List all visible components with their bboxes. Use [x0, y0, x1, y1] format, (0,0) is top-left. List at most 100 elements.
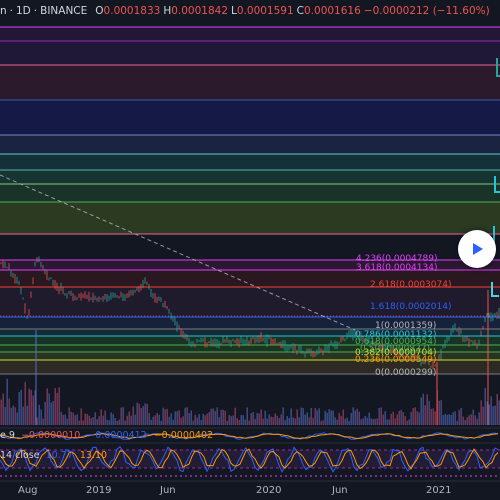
time-axis-label: 2019 [86, 485, 112, 496]
volume-bar [278, 418, 280, 425]
volume-bar [134, 414, 136, 425]
volume-bar [398, 410, 400, 425]
volume-bar [60, 411, 62, 425]
volume-bar [166, 408, 168, 425]
stoch-legend[interactable]: 14 close 10.77 13.10 [0, 450, 107, 461]
volume-bar [362, 418, 364, 425]
volume-bar [468, 415, 470, 425]
volume-bar [498, 400, 500, 425]
symbol-legend[interactable]: n · 1D · BINANCE O 0.0001833 H 0.0001842… [0, 0, 500, 22]
volume-bar [150, 419, 152, 425]
volume-bar [252, 412, 254, 425]
volume-bar [322, 420, 324, 425]
fib-level-label: 0.5(0.0000827) [360, 344, 431, 354]
time-axis-label: Jun [332, 485, 348, 496]
volume-bar [4, 406, 6, 425]
volume-bar [336, 419, 338, 425]
volume-bar [396, 414, 398, 425]
stoch-k-value: 10.77 [45, 450, 73, 461]
volume-bar [64, 414, 66, 425]
volume-bar [448, 414, 450, 425]
volume-bar [416, 411, 418, 425]
volume-bar [220, 409, 222, 425]
volume-bar [308, 417, 310, 425]
volume-bar [162, 407, 164, 425]
volume-bar [438, 400, 440, 425]
fib-zone [0, 260, 500, 270]
volume-bar [104, 410, 106, 425]
change-value: −0.0000212 (−11.60%) [363, 5, 490, 17]
volume-bar [440, 400, 442, 425]
macd-signal-line [0, 433, 499, 440]
volume-bar [472, 409, 474, 425]
volume-bar [292, 417, 294, 425]
volume-bar [470, 414, 472, 425]
volume-bar [200, 420, 202, 425]
volume-bar [356, 408, 358, 425]
volume-bar [414, 407, 416, 425]
trend-line [0, 174, 356, 331]
volume-bar [216, 407, 218, 425]
volume-bar [302, 408, 304, 425]
volume-bar [188, 413, 190, 425]
volume-bar [312, 417, 314, 425]
symbol-name[interactable]: n [0, 5, 7, 17]
fib-level-label: 0.786(0.0001132) [355, 330, 437, 340]
volume-bar [156, 412, 158, 425]
fib-zone [0, 270, 500, 287]
volume-bar [464, 420, 466, 425]
volume-bar [446, 414, 448, 425]
volume-bar [18, 392, 20, 425]
volume-bar [330, 410, 332, 425]
volume-bar [342, 409, 344, 425]
volume-bar [454, 411, 456, 425]
volume-bar [48, 393, 50, 425]
volume-bar [376, 418, 378, 425]
volume-bar [228, 414, 230, 425]
volume-bar [248, 420, 250, 425]
volume-bar [234, 407, 236, 425]
fib-extension-zones [0, 26, 500, 235]
volume-bar [316, 410, 318, 425]
volume-bar [78, 420, 80, 425]
fib-level-label: 0(0.0000299) [375, 368, 437, 378]
volume-bar [268, 414, 270, 425]
volume-bar [250, 413, 252, 425]
volume-bar [144, 403, 146, 425]
volume-bar [206, 413, 208, 425]
volume-bar [114, 417, 116, 425]
volume-bar [168, 416, 170, 425]
volume-bar [488, 404, 490, 425]
volume-bar [428, 400, 430, 425]
volume-bars [0, 378, 500, 425]
volume-bar [332, 410, 334, 425]
volume-bar [186, 407, 188, 425]
fib-zone [0, 202, 500, 234]
volume-bar [70, 411, 72, 425]
volume-bar [32, 395, 34, 425]
volume-bar [300, 407, 302, 425]
volume-bar [450, 414, 452, 425]
volume-bar [8, 398, 10, 425]
time-axis[interactable]: Aug 2019 Jun 2020 Jun 2021 [0, 482, 500, 500]
volume-bar [412, 408, 414, 425]
volume-bar [16, 412, 18, 425]
volume-bar [120, 407, 122, 425]
fib-level-label: 0.618(0.0000954) [355, 337, 437, 347]
volume-bar [132, 406, 134, 425]
fib-zone [0, 27, 500, 41]
volume-bar [328, 409, 330, 425]
volume-bar [452, 412, 454, 425]
volume-bar [410, 411, 412, 425]
fib-level-label: 3.618(0.0004134) [356, 263, 438, 273]
volume-bar [344, 418, 346, 425]
volume-bar [12, 405, 14, 425]
volume-bar [116, 420, 118, 425]
volume-bar [198, 414, 200, 425]
macd-legend[interactable]: e 9 −0.0000010 −0.0000412 −0.0000402 [0, 430, 213, 441]
interval-label[interactable]: 1D [16, 5, 31, 17]
volume-bar [210, 408, 212, 425]
volume-bar [222, 409, 224, 425]
replay-play-button[interactable] [458, 230, 496, 268]
